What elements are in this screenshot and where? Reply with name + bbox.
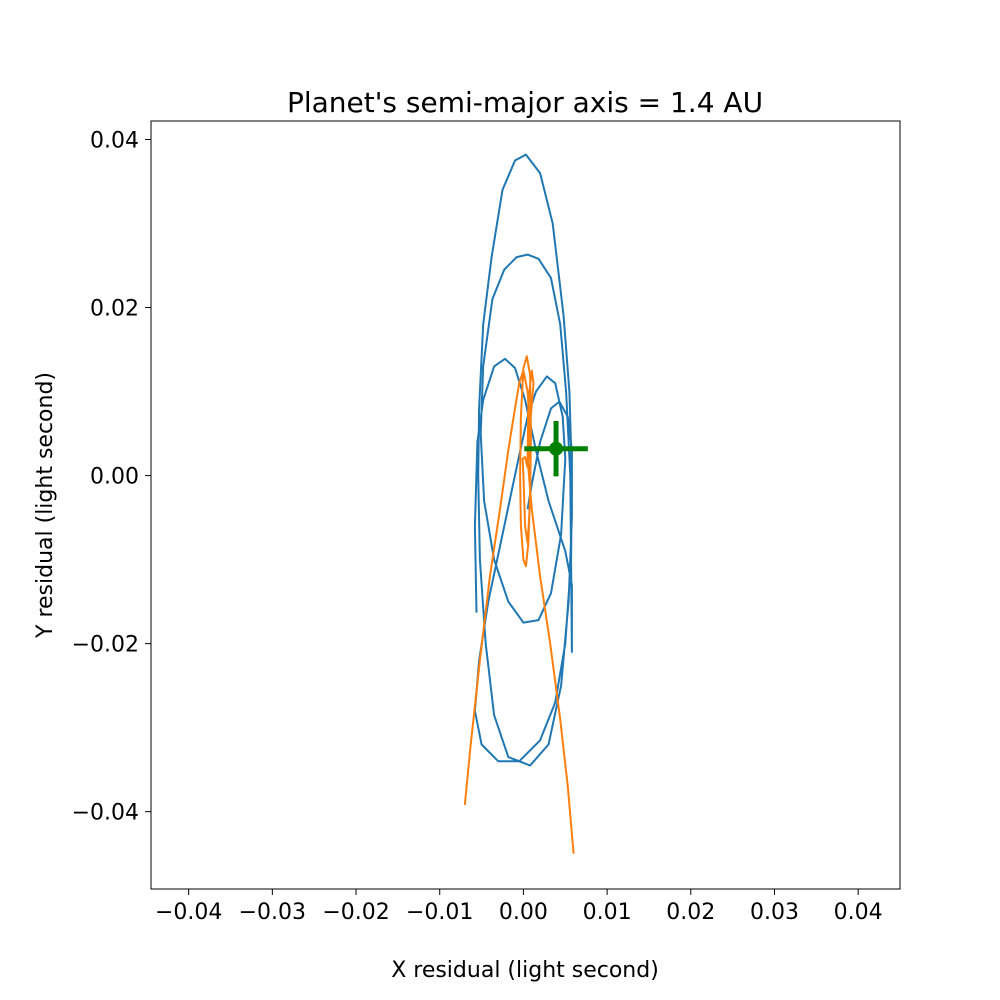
y-tick-label: −0.02 — [72, 633, 139, 658]
y-tick-label: 0.04 — [90, 128, 139, 153]
x-tick-label: −0.04 — [155, 900, 222, 925]
x-tick-label: −0.02 — [322, 900, 389, 925]
axis-ticks: −0.04 −0.03 −0.02 −0.01 0.00 0.01 0.02 0.03 0.04… — [72, 128, 883, 925]
x-tick-label: 0.04 — [834, 900, 883, 925]
x-tick-label: 0.00 — [499, 900, 548, 925]
x-tick-label: −0.01 — [406, 900, 473, 925]
y-tick-label: 0.02 — [90, 297, 139, 322]
plot-frame — [150, 120, 901, 890]
x-axis-title: X residual (light second) — [391, 958, 659, 983]
y-tick-label: −0.04 — [72, 801, 139, 826]
x-tick-label: 0.01 — [583, 900, 632, 925]
chart-title: Planet's semi-major axis = 1.4 AU — [287, 86, 763, 119]
x-tick-label: 0.02 — [666, 900, 715, 925]
y-axis-title: Y residual (light second) — [33, 372, 58, 639]
x-tick-label: 0.03 — [750, 900, 799, 925]
series-line-2 — [463, 355, 575, 854]
marker-point — [549, 441, 564, 456]
x-tick-label: −0.03 — [239, 900, 306, 925]
y-tick-label: 0.00 — [90, 465, 139, 490]
series-line-1 — [473, 153, 573, 767]
plot-area — [463, 153, 588, 854]
